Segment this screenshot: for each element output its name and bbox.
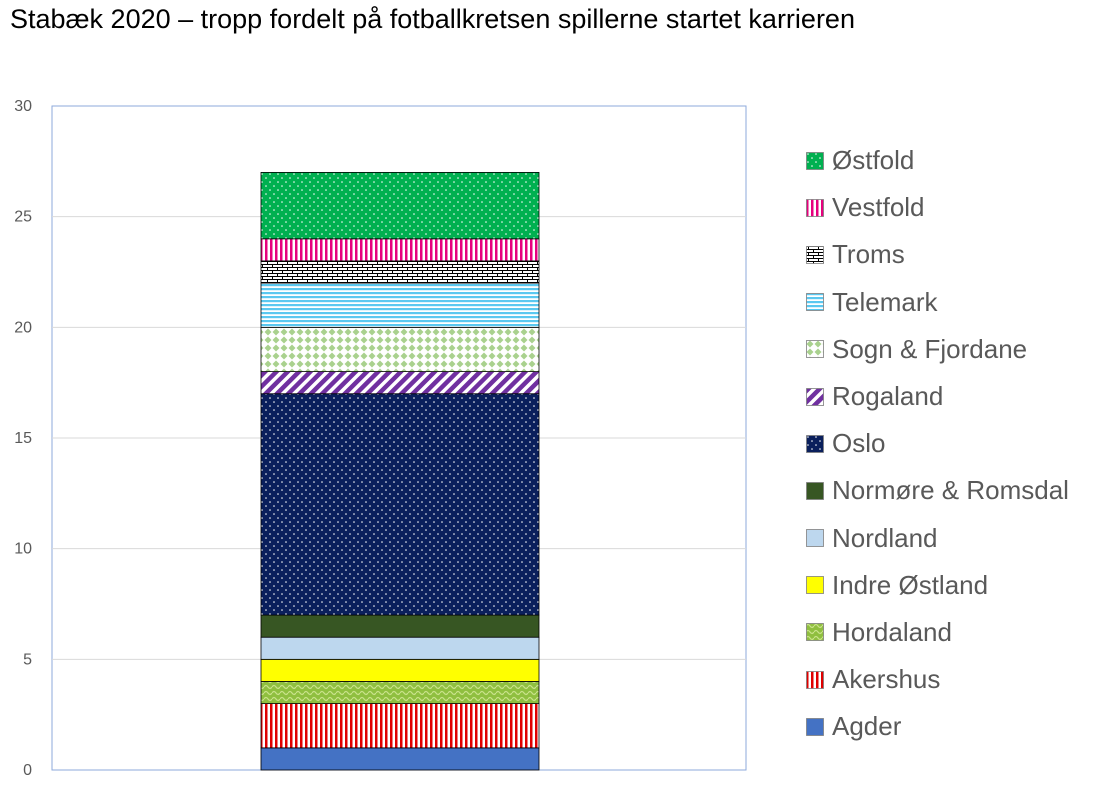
legend-swatch (806, 482, 824, 500)
legend-label: Troms (832, 239, 905, 270)
legend-item-nordland: Nordland (806, 515, 1096, 562)
legend-item-oslo: Oslo (806, 420, 1096, 467)
legend-swatch (806, 434, 824, 453)
bar-segment-akershus (260, 703, 540, 749)
legend-item-normore-romsdal: Normøre & Romsdal (806, 467, 1096, 514)
legend-label: Rogaland (832, 381, 944, 412)
legend-label: Indre Østland (832, 569, 989, 600)
legend-item-indre-ostland: Indre Østland (806, 562, 1096, 609)
bar-segment-hordaland (260, 681, 540, 705)
legend-swatch (806, 387, 824, 406)
y-tick-label: 15 (14, 430, 32, 447)
legend-label: Vestfold (832, 192, 925, 223)
legend-swatch (806, 151, 824, 170)
legend-item-troms: Troms (806, 231, 1096, 278)
bar-segment-nordland (260, 636, 540, 660)
legend-item-vestfold: Vestfold (806, 184, 1096, 231)
legend-swatch (806, 293, 824, 312)
y-tick-label: 20 (14, 319, 32, 336)
bar-segment-agder (260, 747, 540, 771)
y-tick-label: 10 (14, 541, 32, 558)
legend-swatch (806, 576, 824, 595)
legend-swatch (806, 198, 824, 217)
y-tick-label: 0 (23, 762, 32, 779)
legend-item-ostfold: Østfold (806, 137, 1096, 184)
legend-swatch (806, 670, 824, 689)
bar-segment-rogaland (260, 371, 540, 395)
y-tick-label: 25 (14, 209, 32, 226)
legend-item-telemark: Telemark (806, 279, 1096, 326)
legend-label: Agder (832, 711, 902, 742)
legend-swatch (806, 529, 824, 547)
bar-segment-sogn-fjordane (260, 326, 540, 373)
legend-label: Akershus (832, 664, 941, 695)
legend-item-sogn-fjordane: Sogn & Fjordane (806, 326, 1096, 373)
legend-label: Normøre & Romsdal (832, 475, 1069, 506)
y-tick-label: 30 (14, 98, 32, 115)
legend-item-hordaland: Hordaland (806, 609, 1096, 656)
legend-label: Østfold (832, 145, 915, 176)
legend-item-agder: Agder (806, 703, 1096, 750)
bar-segment-vestfold (260, 238, 540, 262)
legend-item-rogaland: Rogaland (806, 373, 1096, 420)
legend-label: Hordaland (832, 616, 952, 647)
legend-swatch (806, 340, 824, 359)
y-tick-label: 5 (23, 651, 32, 668)
legend-label: Sogn & Fjordane (832, 333, 1028, 364)
legend-swatch (806, 246, 824, 264)
chart-title: Stabæk 2020 – tropp fordelt på fotballkr… (10, 4, 855, 34)
bar-segment-ostfold (260, 171, 540, 240)
bar-segment-telemark (260, 282, 540, 328)
legend-item-akershus: Akershus (806, 656, 1096, 703)
bar-segment-normore-romsdal (260, 614, 540, 638)
legend-label: Oslo (832, 428, 886, 459)
legend-label: Nordland (832, 522, 938, 553)
legend-label: Telemark (832, 286, 938, 317)
bar-segment-indre-ostland (260, 658, 540, 682)
legend: Østfold Vestfold Troms Telemark Sogn & Fjord… (806, 137, 1096, 750)
bar-segment-oslo (260, 393, 540, 616)
bar-segment-troms (260, 260, 540, 284)
legend-swatch (806, 717, 824, 736)
legend-swatch (806, 623, 824, 642)
